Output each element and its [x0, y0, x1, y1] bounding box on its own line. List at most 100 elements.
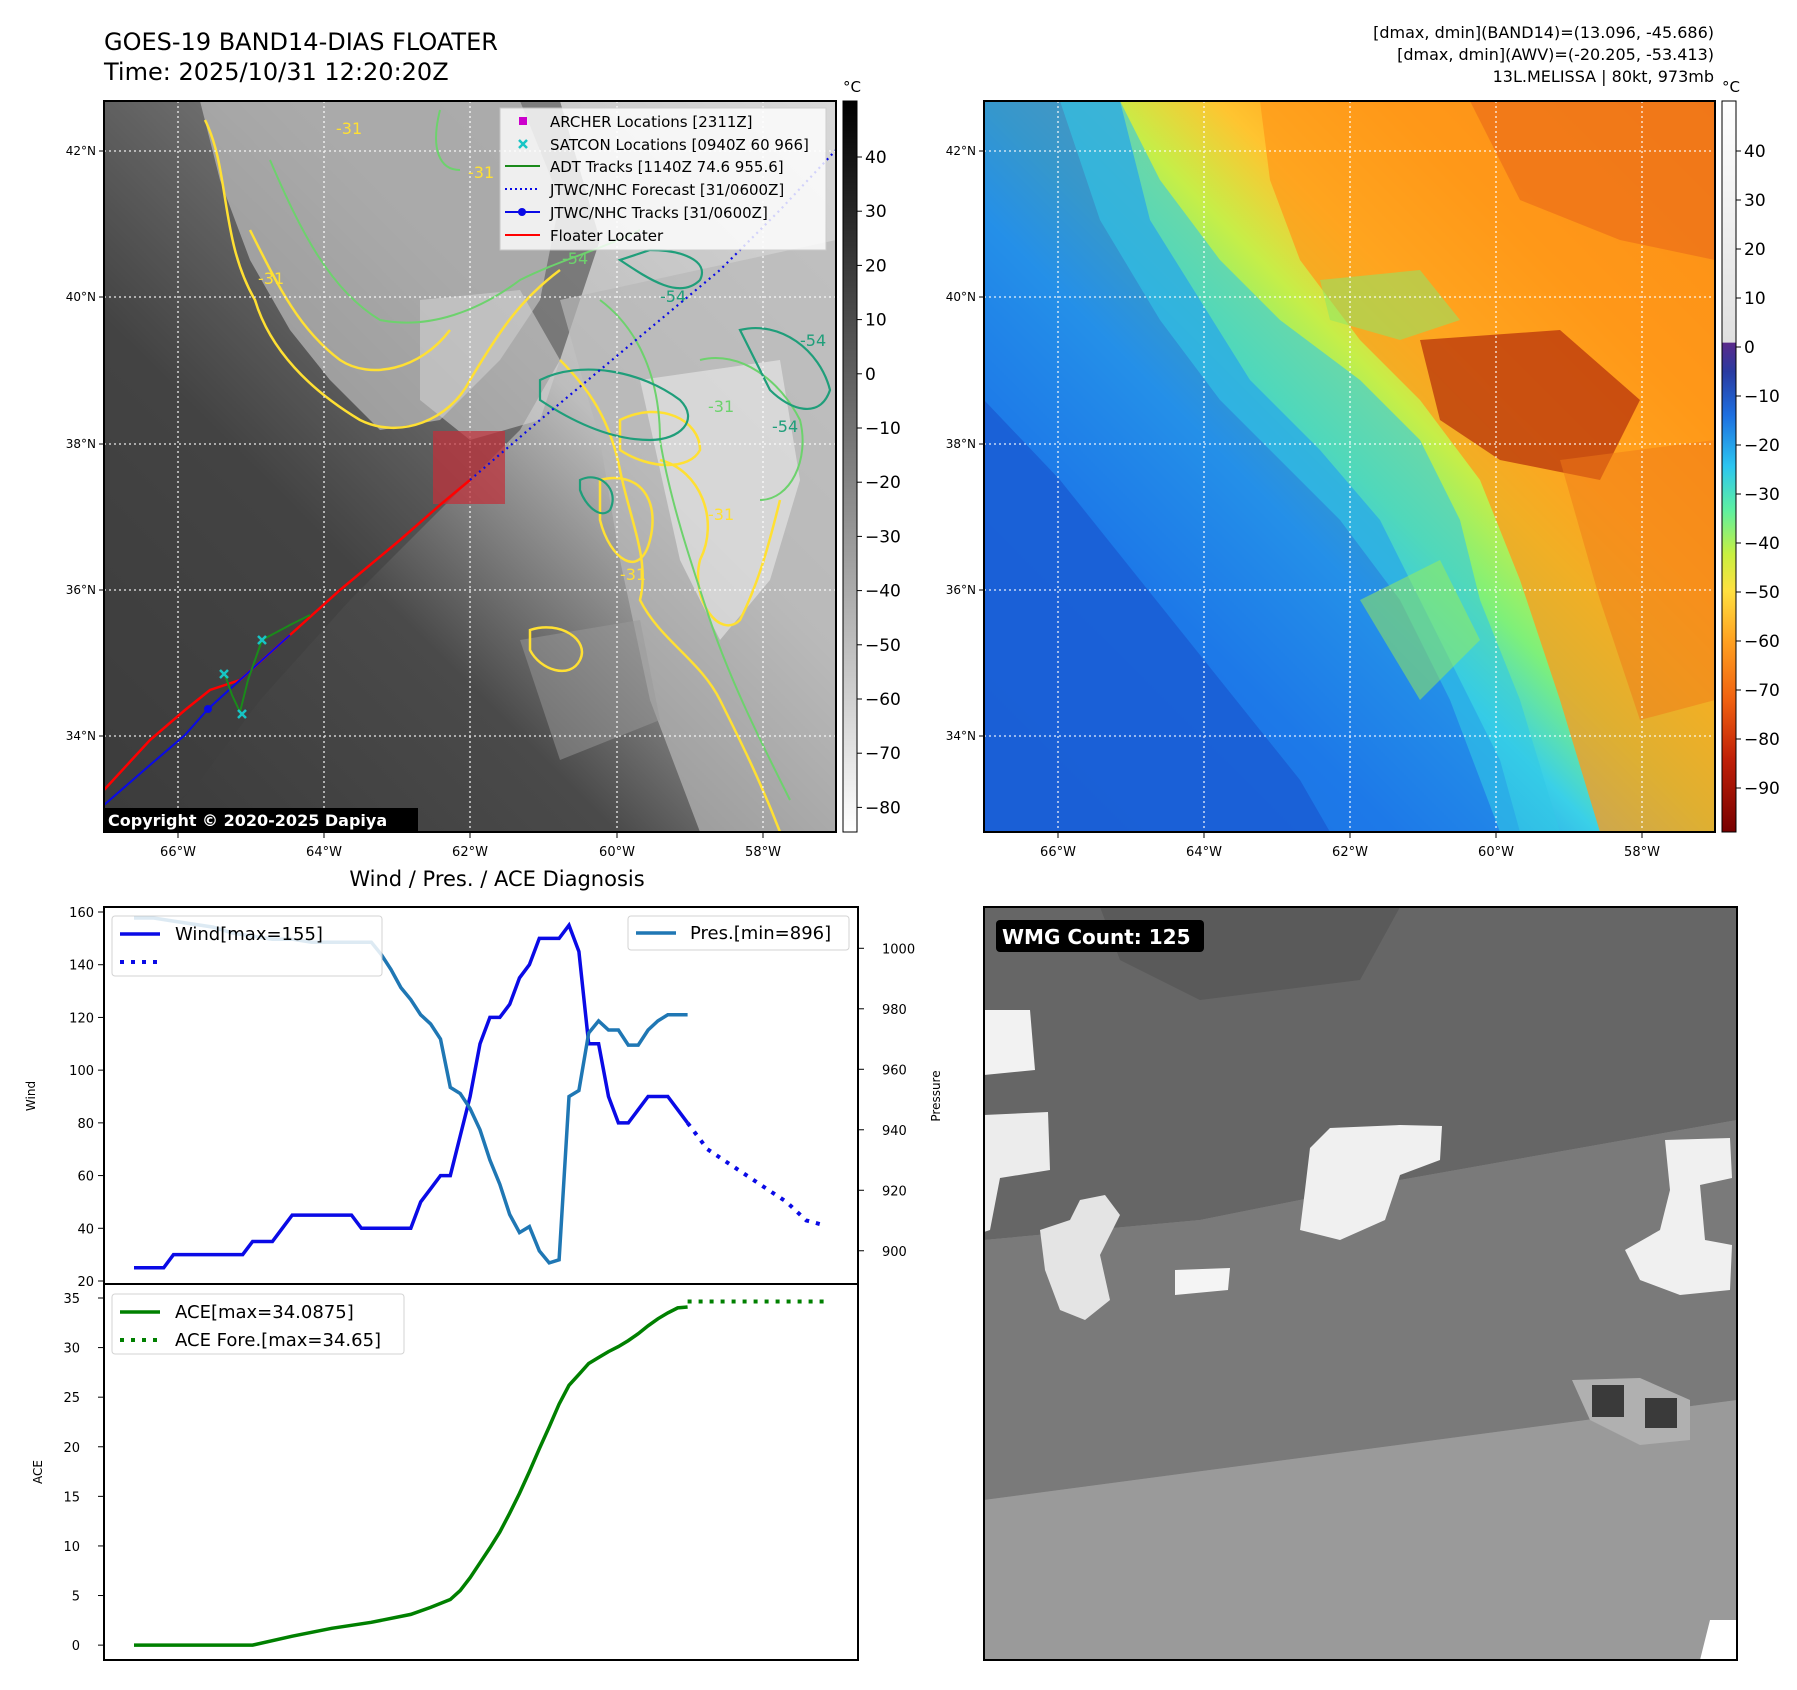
colorbar-tick-label: 30: [1744, 191, 1766, 211]
wind-line: [134, 921, 689, 1270]
satcon-x-marker: [518, 139, 528, 149]
adt-track: [224, 614, 311, 715]
contour-label: -54: [772, 417, 798, 436]
figure-time: Time: 2025/10/31 12:20:20Z: [103, 58, 449, 86]
wind-pres-chart: 20 40 60 80 100 120 140 160 900 920 940 960 980 1000…: [24, 906, 943, 1290]
colorbar-tick-label: 10: [865, 311, 887, 331]
legend-floater: Floater Locater: [550, 227, 664, 245]
colorbar-tick-label: −50: [865, 636, 901, 656]
contour-label: -31: [468, 163, 494, 182]
colorbar-tick-label: 40: [1744, 142, 1766, 162]
colorbar-tick-label: −80: [865, 798, 901, 818]
wind-tick-label: 120: [69, 1011, 94, 1026]
lon-tick-label: 62°W: [452, 845, 488, 860]
colorbar-tick-label: −20: [1744, 436, 1780, 456]
legend-pressure: Pres.[min=896]: [690, 923, 831, 944]
ir-legend: ARCHER Locations [2311Z] SATCON Location…: [499, 107, 827, 251]
pressure-legend: Pres.[min=896]: [627, 915, 850, 951]
colorbar-tick-label: 20: [865, 256, 887, 276]
legend-wind: Wind[max=155]: [175, 924, 323, 945]
ace-axis-label: ACE: [31, 1460, 45, 1484]
colorbar-tick-label: −30: [1744, 485, 1780, 505]
lat-tick-label: 34°N: [946, 729, 976, 743]
lon-tick-label: 58°W: [745, 845, 781, 860]
legend-satcon: SATCON Locations [0940Z 60 966]: [550, 136, 809, 154]
lat-tick-label: 42°N: [946, 144, 976, 158]
figure-title: GOES-19 BAND14-DIAS FLOATER: [104, 28, 498, 56]
lon-tick-label: 60°W: [599, 845, 635, 860]
legend-adt: ADT Tracks [1140Z 74.6 955.6]: [550, 158, 784, 176]
colorbar-tick-label: −10: [865, 419, 901, 439]
info-storm: 13L.MELISSA | 80kt, 973mb: [1493, 67, 1714, 86]
jtwc-nhc-track: [104, 634, 291, 806]
wind-tick-label: 80: [77, 1117, 94, 1132]
lat-tick-label: 38°N: [66, 437, 96, 451]
colorbar-tick-label: 30: [865, 202, 887, 222]
lon-tick-label: 66°W: [1040, 845, 1076, 860]
ir-colorbar: °C 40 30 20 10 0 −10 −20 −30 −40 −50 −60 −70 −80: [842, 78, 901, 833]
legend-ace: ACE[max=34.0875]: [175, 1302, 354, 1323]
wind-tick-label: 40: [77, 1222, 94, 1237]
enhanced-map-panel: [983, 100, 1716, 833]
wind-forecast-line: [686, 1121, 827, 1228]
ace-chart: 0 5 10 15 20 25 30 35 ACE ACE[max=34.0875] ACE …: [31, 1283, 859, 1661]
contour-label: -31: [336, 119, 362, 138]
lat-tick-label: 42°N: [66, 144, 96, 158]
lon-tick-label: 64°W: [1186, 845, 1222, 860]
colorbar-tick-label: −70: [1744, 681, 1780, 701]
enhanced-colorbar-unit: °C: [1722, 78, 1740, 96]
wind-tick-label: 100: [69, 1064, 94, 1079]
colorbar-tick-label: −60: [1744, 632, 1780, 652]
ir-lat-labels: 42°N 40°N 38°N 36°N 34°N: [66, 144, 104, 743]
colorbar-tick-label: −10: [1744, 387, 1780, 407]
lon-tick-label: 58°W: [1624, 845, 1660, 860]
wind-axis-label: Wind: [24, 1081, 38, 1111]
ace-tick-label: 5: [72, 1590, 80, 1605]
wind-y-axis: 20 40 60 80 100 120 140 160: [69, 906, 104, 1290]
pressure-tick-label: 980: [882, 1003, 907, 1018]
wmg-panel: WMG Count: 125: [983, 906, 1738, 1661]
lat-tick-label: 38°N: [946, 437, 976, 451]
colorbar-tick-label: −40: [1744, 534, 1780, 554]
pressure-tick-label: 940: [882, 1124, 907, 1139]
colorbar-tick-label: 10: [1744, 289, 1766, 309]
pressure-tick-label: 900: [882, 1245, 907, 1260]
copyright: Copyright © 2020-2025 Dapiya: [108, 811, 387, 830]
lat-tick-label: 34°N: [66, 729, 96, 743]
lat-tick-label: 36°N: [946, 583, 976, 597]
colorbar-tick-label: −90: [1744, 779, 1780, 799]
lat-tick-label: 40°N: [66, 290, 96, 304]
enhanced-lat-labels: 42°N 40°N 38°N 36°N 34°N: [946, 144, 984, 743]
ace-tick-label: 35: [63, 1292, 80, 1307]
info-band14: [dmax, dmin](BAND14)=(13.096, -45.686): [1373, 23, 1714, 42]
ace-tick-label: 30: [63, 1342, 80, 1357]
legend-jtwc-tracks: JTWC/NHC Tracks [31/0600Z]: [549, 204, 768, 222]
contour-label: -54: [660, 287, 686, 306]
pressure-axis-label: Pressure: [929, 1070, 943, 1121]
colorbar-tick-label: 0: [865, 365, 876, 385]
ir-lon-labels: 66°W 64°W 62°W 60°W 58°W: [160, 832, 781, 860]
enhanced-colorbar: °C 40 30 20 10 0 −10 −20 −30 −40 −50 −60 −70 −80 −90: [1721, 78, 1780, 833]
ace-line: [134, 1305, 688, 1647]
colorbar-tick-label: −20: [865, 473, 901, 493]
pressure-tick-label: 920: [882, 1184, 907, 1199]
jtwc-track-point: [204, 705, 212, 713]
lon-tick-label: 66°W: [160, 845, 196, 860]
ace-tick-label: 10: [63, 1540, 80, 1555]
chart-title: Wind / Pres. / ACE Diagnosis: [349, 867, 644, 891]
pressure-y-axis: 900 920 940 960 980 1000: [858, 942, 915, 1260]
colorbar-tick-label: −60: [865, 690, 901, 710]
wind-tick-label: 160: [69, 906, 94, 921]
satcon-markers: [219, 635, 267, 719]
ir-colorbar-unit: °C: [843, 78, 861, 96]
jtwc-dot-icon: [518, 208, 526, 216]
colorbar-tick-label: −30: [865, 527, 901, 547]
lat-tick-label: 36°N: [66, 583, 96, 597]
contour-label: -31: [258, 269, 284, 288]
archer-square-marker: [519, 117, 527, 125]
wind-tick-label: 20: [77, 1275, 94, 1290]
lat-tick-label: 40°N: [946, 290, 976, 304]
contour-label: -54: [562, 249, 588, 268]
colorbar-tick-label: −50: [1744, 583, 1780, 603]
